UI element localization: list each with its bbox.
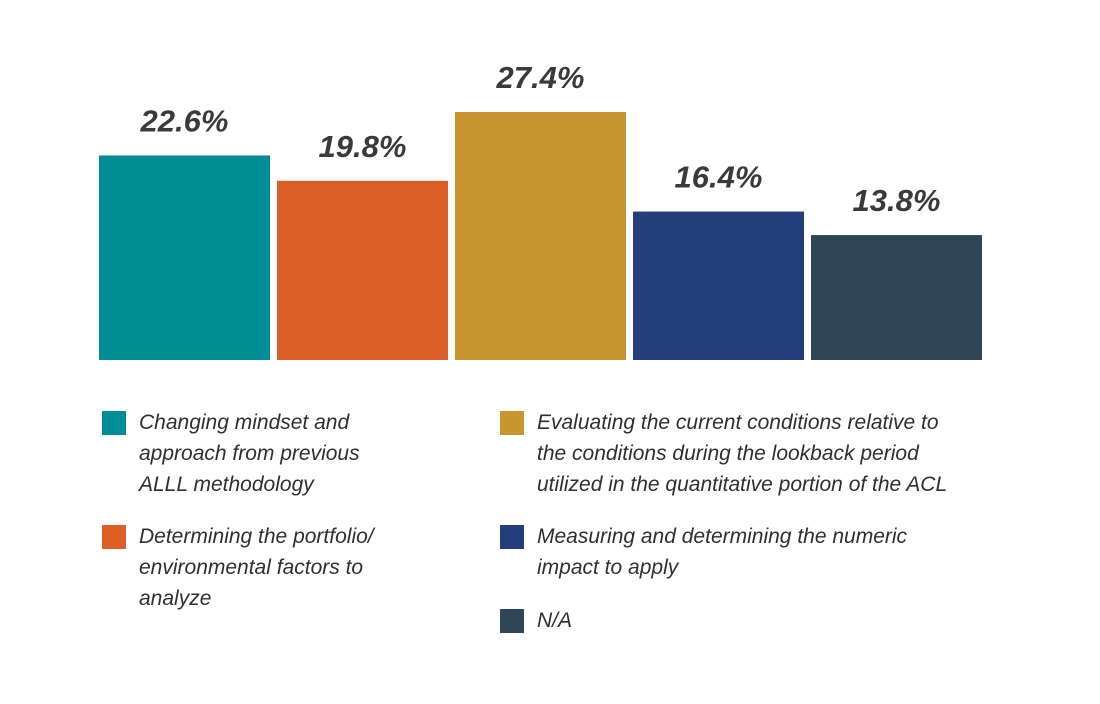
legend-swatch-icon <box>500 609 524 633</box>
legend-label-line: analyze <box>139 587 212 610</box>
legend-label-line: utilized in the quantitative portion of … <box>537 473 948 496</box>
legend-label-line: the conditions during the lookback perio… <box>537 442 919 465</box>
bar-value-label-5: 13.8% <box>853 183 941 218</box>
legend-item-2: Determining the portfolio/environmental … <box>102 524 374 614</box>
legend-swatch-icon <box>102 411 126 435</box>
legend-label: Determining the portfolio/environmental … <box>139 521 374 614</box>
bar-1 <box>99 155 270 360</box>
legend-label-line: Changing mindset and <box>139 411 350 434</box>
legend-item-4: Measuring and determining the numeric imp… <box>500 524 907 583</box>
bar-2 <box>277 180 448 360</box>
legend-label-line: approach from previous <box>139 442 360 465</box>
bar-3 <box>455 112 626 360</box>
legend-swatch-icon <box>500 525 524 549</box>
bar-value-label-2: 19.8% <box>319 129 407 164</box>
legend-label: Changing mindset and approach from previo… <box>139 407 360 500</box>
bar-4 <box>633 211 804 360</box>
legend-label-line: Measuring and determining the numeric <box>537 525 908 548</box>
bar-value-label-3: 27.4% <box>496 60 585 95</box>
legend-item-3: Evaluating the current conditions relati… <box>500 410 947 500</box>
legend-label: N/A <box>537 605 572 636</box>
legend-label-line: ALLL methodology <box>139 473 314 496</box>
legend-swatch-icon <box>102 525 126 549</box>
legend-label-line: Evaluating the current conditions relati… <box>537 411 939 434</box>
legend-label-line: N/A <box>537 609 573 632</box>
legend-item-5: N/A <box>500 608 572 636</box>
legend-swatch-icon <box>500 411 524 435</box>
legend-label-line: environmental factors to <box>139 556 364 579</box>
legend-label-line: Determining the portfolio/ <box>139 525 374 548</box>
bar-5 <box>811 235 982 360</box>
bar-value-label-1: 22.6% <box>140 103 229 138</box>
bar-chart: 22.6% 19.8% 27.4% 16.4% 13.8% <box>99 60 982 360</box>
legend-item-1: Changing mindset and approach from previo… <box>102 410 360 500</box>
legend-label: Measuring and determining the numeric imp… <box>537 521 907 583</box>
bar-value-label-4: 16.4% <box>675 160 763 195</box>
legend-label-line: impact to apply <box>537 556 679 579</box>
legend-label: Evaluating the current conditions relati… <box>537 407 947 500</box>
